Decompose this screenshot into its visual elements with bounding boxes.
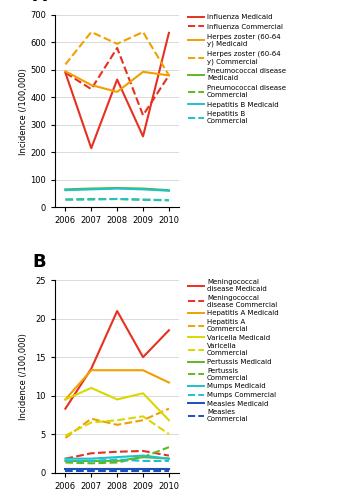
Text: B: B xyxy=(33,252,46,270)
Text: A: A xyxy=(33,0,47,6)
Y-axis label: Incidence (/100,000): Incidence (/100,000) xyxy=(19,333,28,420)
Legend: Meningococcal
disease Medicaid, Meningococcal
disease Commercial, Hepatitis A Me: Meningococcal disease Medicaid, Meningoc… xyxy=(186,276,282,425)
Y-axis label: Incidence (/100,000): Incidence (/100,000) xyxy=(19,68,28,154)
Legend: Influenza Medicaid, Influenza Commercial, Herpes zoster (60-64
y) Medicaid, Herp: Influenza Medicaid, Influenza Commercial… xyxy=(186,11,289,127)
